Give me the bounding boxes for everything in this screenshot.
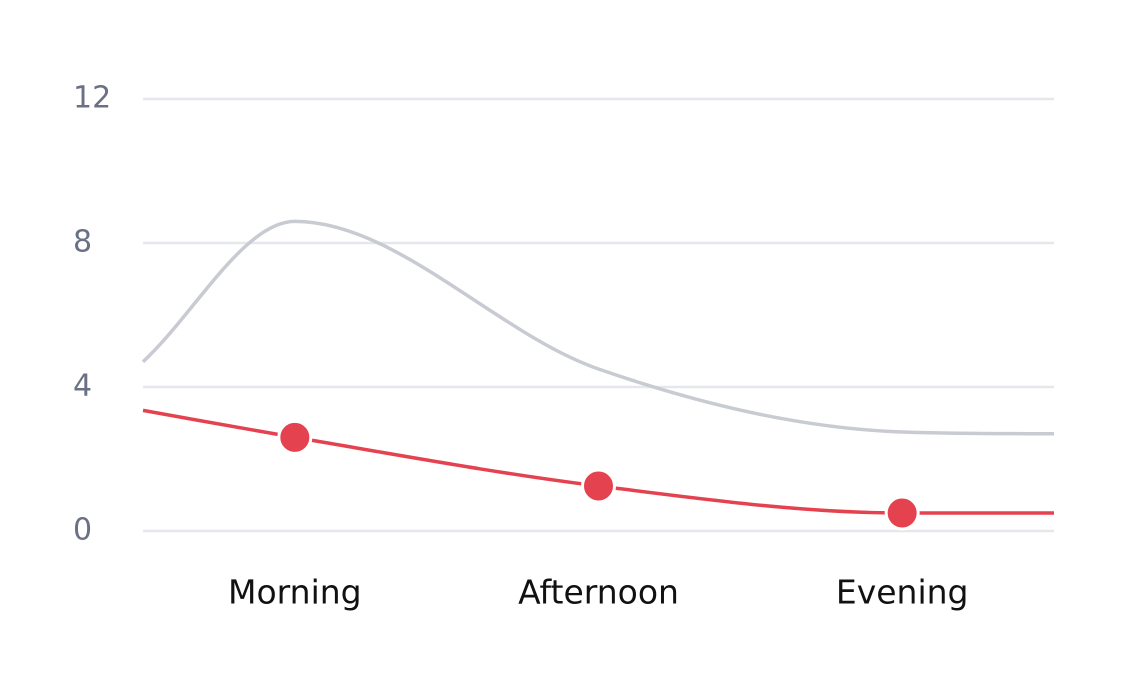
y-tick-label: 4 [73, 369, 92, 404]
y-tick-label: 12 [73, 81, 111, 116]
x-tick-label: Afternoon [518, 573, 679, 612]
x-tick-label: Evening [836, 573, 969, 612]
data-point [581, 468, 616, 504]
data-point [277, 419, 313, 455]
data-point [884, 495, 920, 531]
series-line [141, 219, 1055, 436]
y-tick-label: 8 [73, 225, 92, 260]
x-tick-label: Morning [228, 573, 362, 612]
y-tick-label: 0 [73, 513, 92, 548]
